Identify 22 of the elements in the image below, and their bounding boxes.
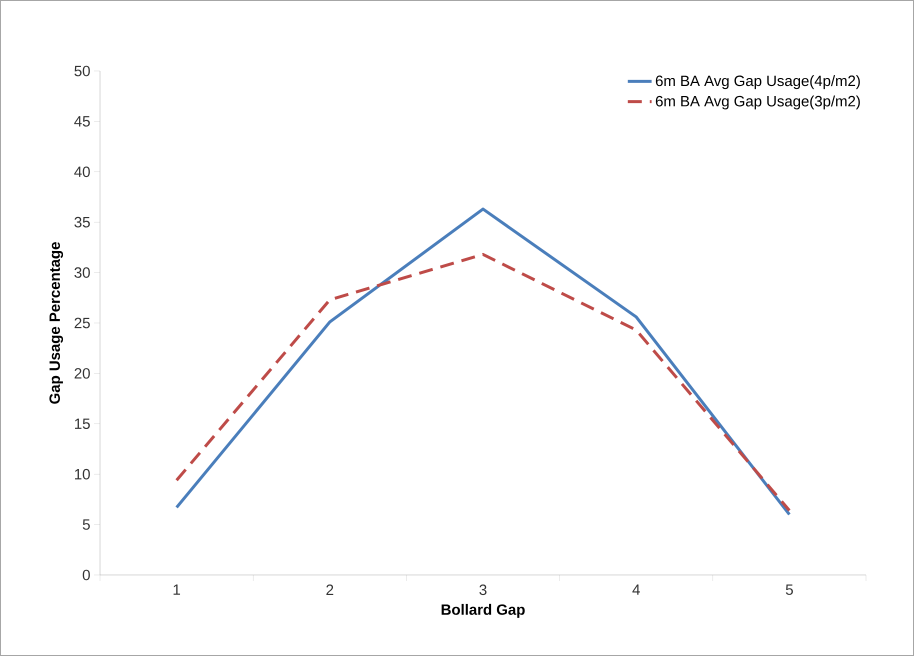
y-tick-label: 45 — [74, 116, 90, 127]
x-tick-label: 5 — [786, 584, 793, 595]
y-tick-label: 5 — [82, 519, 90, 530]
y-tick-label: 10 — [75, 468, 90, 480]
y-tick-label: 20 — [74, 368, 90, 379]
line-series — [175, 252, 791, 512]
x-axis-title: Bollard Gap — [442, 604, 525, 618]
y-tick-label: 50 — [74, 66, 90, 76]
x-tick-label: 1 — [174, 584, 180, 595]
x-tick-label: 2 — [326, 584, 334, 595]
y-tick-label: 15 — [75, 418, 90, 429]
y-tick-label: 30 — [74, 267, 90, 278]
y-axis-title: Gap Usage Percentage — [49, 242, 64, 404]
y-tick-label: 35 — [74, 216, 90, 228]
x-tick-label: 3 — [479, 584, 487, 596]
legend-label: 6m BA Avg Gap Usage(3p/m2) — [656, 95, 860, 110]
y-tick-label: 0 — [82, 570, 90, 580]
y-tick-label: 25 — [74, 318, 90, 328]
legend-label: 6m BA Avg Gap Usage(4p/m2) — [656, 75, 860, 90]
line-series — [175, 208, 791, 516]
x-tick-label: 4 — [632, 584, 640, 595]
y-tick-label: 40 — [74, 166, 90, 178]
